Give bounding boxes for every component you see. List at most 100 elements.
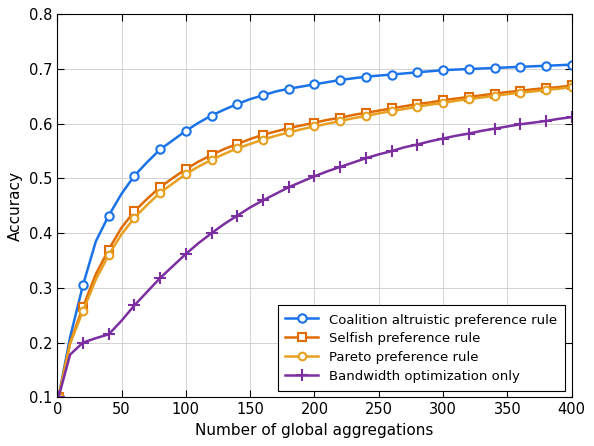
Pareto preference rule: [67, 341, 74, 346]
Pareto preference rule: [55, 395, 62, 400]
Coalition altruistic preference rule: [465, 66, 472, 72]
Bandwidth optimization only: [80, 340, 87, 345]
Bandwidth optimization only: [285, 185, 292, 190]
Pareto preference rule: [311, 124, 318, 129]
Selfish preference rule: [260, 132, 267, 137]
Pareto preference rule: [182, 171, 189, 177]
Pareto preference rule: [157, 190, 164, 195]
Bandwidth optimization only: [337, 164, 344, 169]
Selfish preference rule: [272, 129, 279, 134]
Pareto preference rule: [144, 202, 151, 207]
Bandwidth optimization only: [465, 131, 472, 136]
Coalition altruistic preference rule: [67, 334, 74, 340]
Pareto preference rule: [349, 116, 356, 121]
Selfish preference rule: [233, 141, 241, 147]
Pareto preference rule: [388, 108, 395, 114]
Coalition altruistic preference rule: [285, 86, 292, 91]
Bandwidth optimization only: [388, 149, 395, 154]
Pareto preference rule: [195, 164, 203, 169]
Pareto preference rule: [440, 100, 447, 106]
Coalition altruistic preference rule: [337, 77, 344, 83]
Coalition altruistic preference rule: [247, 96, 254, 102]
Selfish preference rule: [118, 225, 125, 230]
Coalition altruistic preference rule: [542, 63, 549, 68]
Pareto preference rule: [491, 93, 498, 99]
Selfish preference rule: [144, 196, 151, 201]
Pareto preference rule: [260, 137, 267, 142]
Selfish preference rule: [555, 84, 563, 90]
Selfish preference rule: [182, 166, 189, 172]
Selfish preference rule: [426, 100, 434, 105]
Pareto preference rule: [375, 111, 383, 116]
Pareto preference rule: [118, 231, 125, 237]
Pareto preference rule: [233, 146, 241, 151]
Bandwidth optimization only: [478, 128, 485, 133]
Bandwidth optimization only: [131, 303, 138, 308]
Coalition altruistic preference rule: [182, 128, 189, 133]
Selfish preference rule: [414, 101, 421, 107]
Bandwidth optimization only: [568, 115, 575, 120]
Selfish preference rule: [504, 89, 511, 95]
Pareto preference rule: [362, 113, 369, 119]
Selfish preference rule: [453, 96, 460, 101]
Coalition altruistic preference rule: [375, 73, 383, 78]
Coalition altruistic preference rule: [517, 64, 524, 70]
Pareto preference rule: [517, 90, 524, 95]
Selfish preference rule: [195, 159, 203, 164]
Bandwidth optimization only: [414, 142, 421, 147]
Bandwidth optimization only: [67, 352, 74, 357]
Bandwidth optimization only: [298, 179, 305, 184]
Coalition altruistic preference rule: [118, 191, 125, 196]
Pareto preference rule: [221, 151, 228, 157]
Bandwidth optimization only: [195, 240, 203, 246]
Coalition altruistic preference rule: [349, 76, 356, 81]
Selfish preference rule: [491, 91, 498, 96]
Bandwidth optimization only: [272, 191, 279, 196]
Pareto preference rule: [465, 96, 472, 102]
Coalition altruistic preference rule: [401, 71, 408, 76]
Bandwidth optimization only: [182, 251, 189, 256]
Selfish preference rule: [208, 152, 215, 157]
Selfish preference rule: [349, 112, 356, 118]
Pareto preference rule: [285, 130, 292, 135]
Selfish preference rule: [247, 136, 254, 142]
Coalition altruistic preference rule: [388, 72, 395, 77]
Line: Bandwidth optimization only: Bandwidth optimization only: [53, 112, 577, 403]
Bandwidth optimization only: [362, 156, 369, 161]
Bandwidth optimization only: [92, 335, 99, 341]
Selfish preference rule: [55, 395, 62, 400]
Bandwidth optimization only: [55, 395, 62, 400]
Bandwidth optimization only: [426, 139, 434, 144]
Coalition altruistic preference rule: [55, 395, 62, 400]
Line: Pareto preference rule: Pareto preference rule: [55, 83, 576, 401]
Selfish preference rule: [388, 106, 395, 111]
Coalition altruistic preference rule: [195, 120, 203, 125]
Selfish preference rule: [478, 93, 485, 98]
Pareto preference rule: [568, 84, 575, 90]
Selfish preference rule: [529, 87, 536, 92]
Bandwidth optimization only: [517, 122, 524, 127]
Selfish preference rule: [221, 146, 228, 152]
Selfish preference rule: [157, 185, 164, 190]
Selfish preference rule: [311, 120, 318, 125]
Selfish preference rule: [67, 340, 74, 345]
Selfish preference rule: [324, 117, 331, 123]
Pareto preference rule: [247, 141, 254, 147]
Coalition altruistic preference rule: [478, 66, 485, 71]
Coalition altruistic preference rule: [105, 213, 112, 218]
Pareto preference rule: [105, 252, 112, 258]
Coalition altruistic preference rule: [311, 82, 318, 87]
Pareto preference rule: [542, 87, 549, 92]
Pareto preference rule: [169, 181, 176, 186]
Coalition altruistic preference rule: [555, 62, 563, 68]
Bandwidth optimization only: [491, 126, 498, 131]
Pareto preference rule: [453, 98, 460, 103]
Selfish preference rule: [169, 175, 176, 181]
Pareto preference rule: [298, 127, 305, 132]
Coalition altruistic preference rule: [362, 74, 369, 79]
Coalition altruistic preference rule: [529, 64, 536, 69]
Bandwidth optimization only: [504, 124, 511, 129]
Bandwidth optimization only: [555, 116, 563, 121]
Bandwidth optimization only: [529, 120, 536, 125]
Bandwidth optimization only: [401, 145, 408, 150]
